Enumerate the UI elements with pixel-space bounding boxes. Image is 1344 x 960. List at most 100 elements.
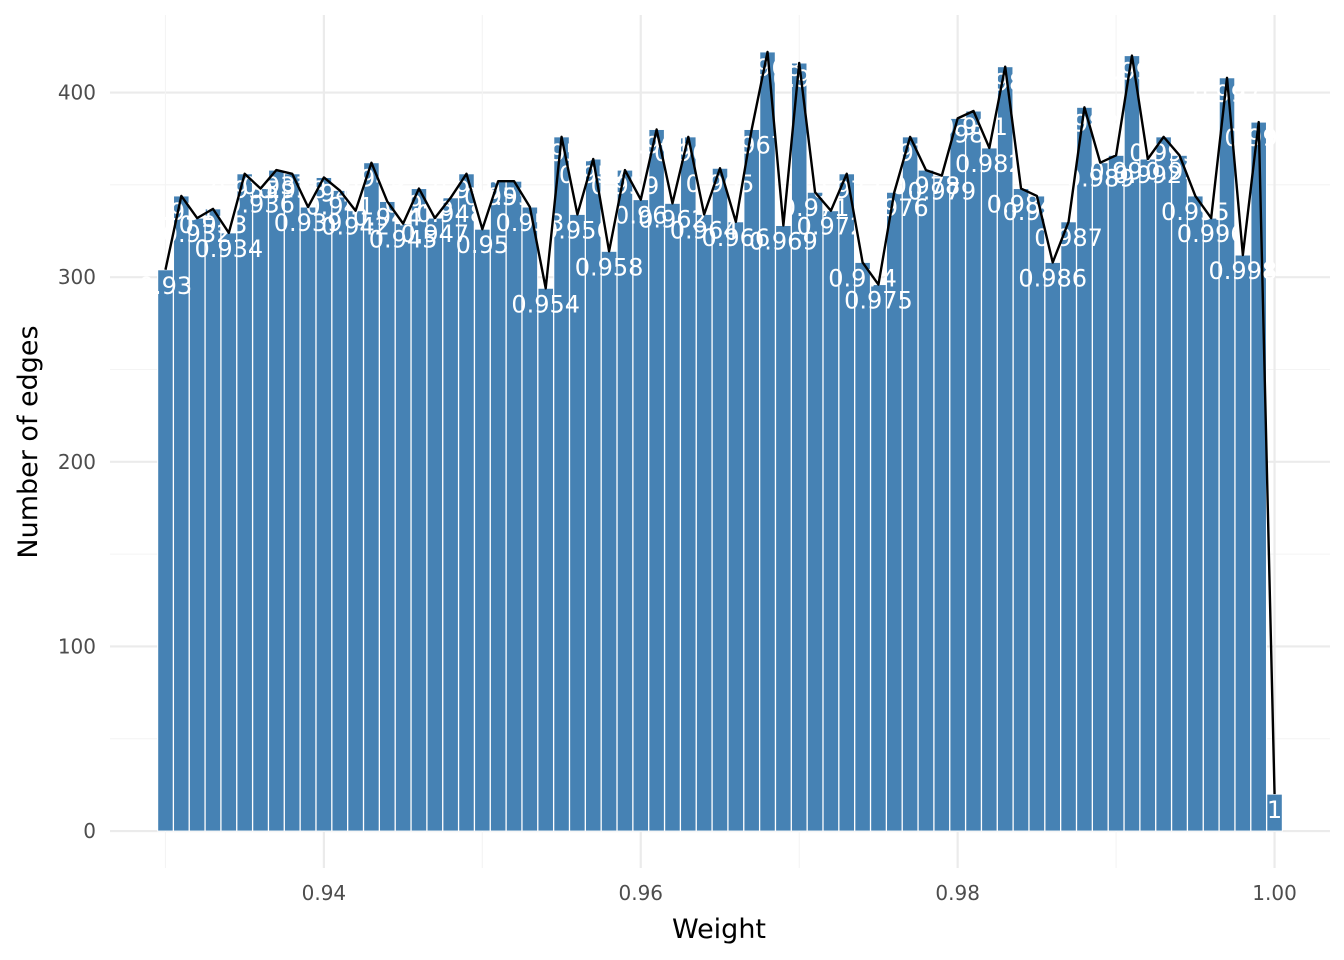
- bar-label: 0.964: [670, 216, 739, 244]
- bar-label: 0.977: [876, 139, 945, 167]
- bar-label: 0.956: [543, 216, 612, 244]
- bar: [489, 180, 507, 832]
- bar: [204, 208, 222, 832]
- y-tick-label: 400: [58, 81, 96, 105]
- bar: [1107, 154, 1125, 832]
- bar: [1076, 106, 1093, 832]
- bar-label: 0.961: [622, 131, 691, 159]
- bar-label: 0.959: [591, 172, 660, 200]
- bar-label: 0.947: [400, 220, 469, 248]
- bar: [474, 228, 491, 832]
- x-tick-label: 1.00: [1252, 881, 1297, 905]
- bar: [505, 180, 523, 832]
- x-tick-label: 0.94: [302, 881, 347, 905]
- y-axis-ticks: 0 100 200 300 400: [58, 81, 96, 844]
- bar-label: 0.974: [828, 264, 897, 292]
- bar: [1139, 158, 1157, 832]
- bar: [1234, 254, 1252, 832]
- bar-label: 0.995: [1161, 198, 1230, 226]
- bar-label: 0.934: [194, 235, 263, 263]
- bar: [315, 176, 333, 832]
- bar-label: 0.986: [1018, 264, 1087, 292]
- bar: [870, 284, 887, 832]
- bar: [1187, 195, 1204, 832]
- bar: [806, 191, 824, 832]
- bar: [1091, 162, 1109, 832]
- bar-label: 0.942: [321, 213, 390, 241]
- bar: [220, 232, 238, 832]
- y-tick-label: 100: [58, 634, 96, 658]
- bar-label: 0.966: [701, 224, 770, 252]
- bar-label: 0.99: [1089, 157, 1142, 185]
- bar: [949, 117, 966, 832]
- bar: [664, 202, 681, 832]
- bar-labels: 0.930.9310.9320.9330.9340.9350.9360.9370…: [139, 54, 1293, 824]
- bar-label: 0.949: [432, 176, 501, 204]
- bar: [188, 217, 206, 832]
- bar-label: 0.98: [931, 120, 984, 148]
- bar: [347, 210, 364, 832]
- bar: [1060, 221, 1077, 832]
- bar-label: 0.978: [892, 172, 961, 200]
- bar: [394, 223, 412, 832]
- bar: [759, 51, 776, 832]
- bar: [822, 210, 840, 832]
- bar: [933, 175, 951, 832]
- bar: [1171, 154, 1188, 832]
- bar: [790, 62, 808, 832]
- bars: [157, 51, 1283, 832]
- bar: [1250, 121, 1267, 832]
- bar-label: 0.95: [456, 231, 509, 259]
- bar: [727, 221, 745, 832]
- bar: [363, 162, 380, 832]
- y-tick-label: 300: [58, 265, 96, 289]
- bar-label: 0.954: [511, 290, 580, 318]
- bar: [252, 188, 269, 832]
- y-axis-title: Number of edges: [13, 325, 44, 558]
- bar: [379, 200, 396, 832]
- bar: [458, 173, 475, 832]
- bar: [1202, 217, 1220, 832]
- bar-label: 0.975: [844, 287, 913, 315]
- bar-label: 0.982: [955, 150, 1024, 178]
- bar: [711, 167, 729, 832]
- bar: [410, 188, 428, 832]
- bar: [695, 213, 713, 832]
- bar-label: 1: [1267, 796, 1282, 824]
- bar: [996, 66, 1014, 832]
- y-tick-label: 0: [83, 819, 96, 843]
- bar: [299, 206, 317, 832]
- bar-label: 0.989: [1066, 165, 1135, 193]
- bar: [854, 261, 871, 832]
- bar: [981, 147, 998, 832]
- bar-label: 0.996: [1177, 220, 1246, 248]
- bar-label: 0.994: [1145, 157, 1214, 185]
- bar-label: 0.979: [907, 178, 976, 206]
- bar-label: 0.943: [337, 165, 406, 193]
- bar: [268, 169, 285, 832]
- bar-label: 0.945: [369, 226, 438, 254]
- bar: [600, 250, 618, 832]
- bar: [775, 224, 792, 832]
- bar: [917, 169, 935, 832]
- count-line: [164, 50, 1276, 795]
- bar-label: 0.933: [179, 211, 248, 239]
- bar-label: 0.962: [638, 205, 707, 233]
- bar-label: 0.971: [781, 194, 850, 222]
- x-axis-ticks: 0.94 0.96 0.98 1.00: [302, 881, 1297, 905]
- bar: [1155, 136, 1172, 832]
- bar: [331, 189, 349, 832]
- bar-label: 0.981: [939, 113, 1008, 141]
- bar-label: 0.963: [654, 139, 723, 167]
- bar: [442, 197, 459, 832]
- bar-label: 0.941: [305, 192, 374, 220]
- bar-label: 0.952: [480, 183, 549, 211]
- bar-label: 0.931: [147, 198, 216, 226]
- bar-label: 0.984: [987, 191, 1056, 219]
- bar: [965, 110, 982, 832]
- bar-label: 0.96: [614, 202, 667, 230]
- y-tick-label: 200: [58, 450, 96, 474]
- bar: [1044, 261, 1061, 832]
- bar: [236, 173, 253, 832]
